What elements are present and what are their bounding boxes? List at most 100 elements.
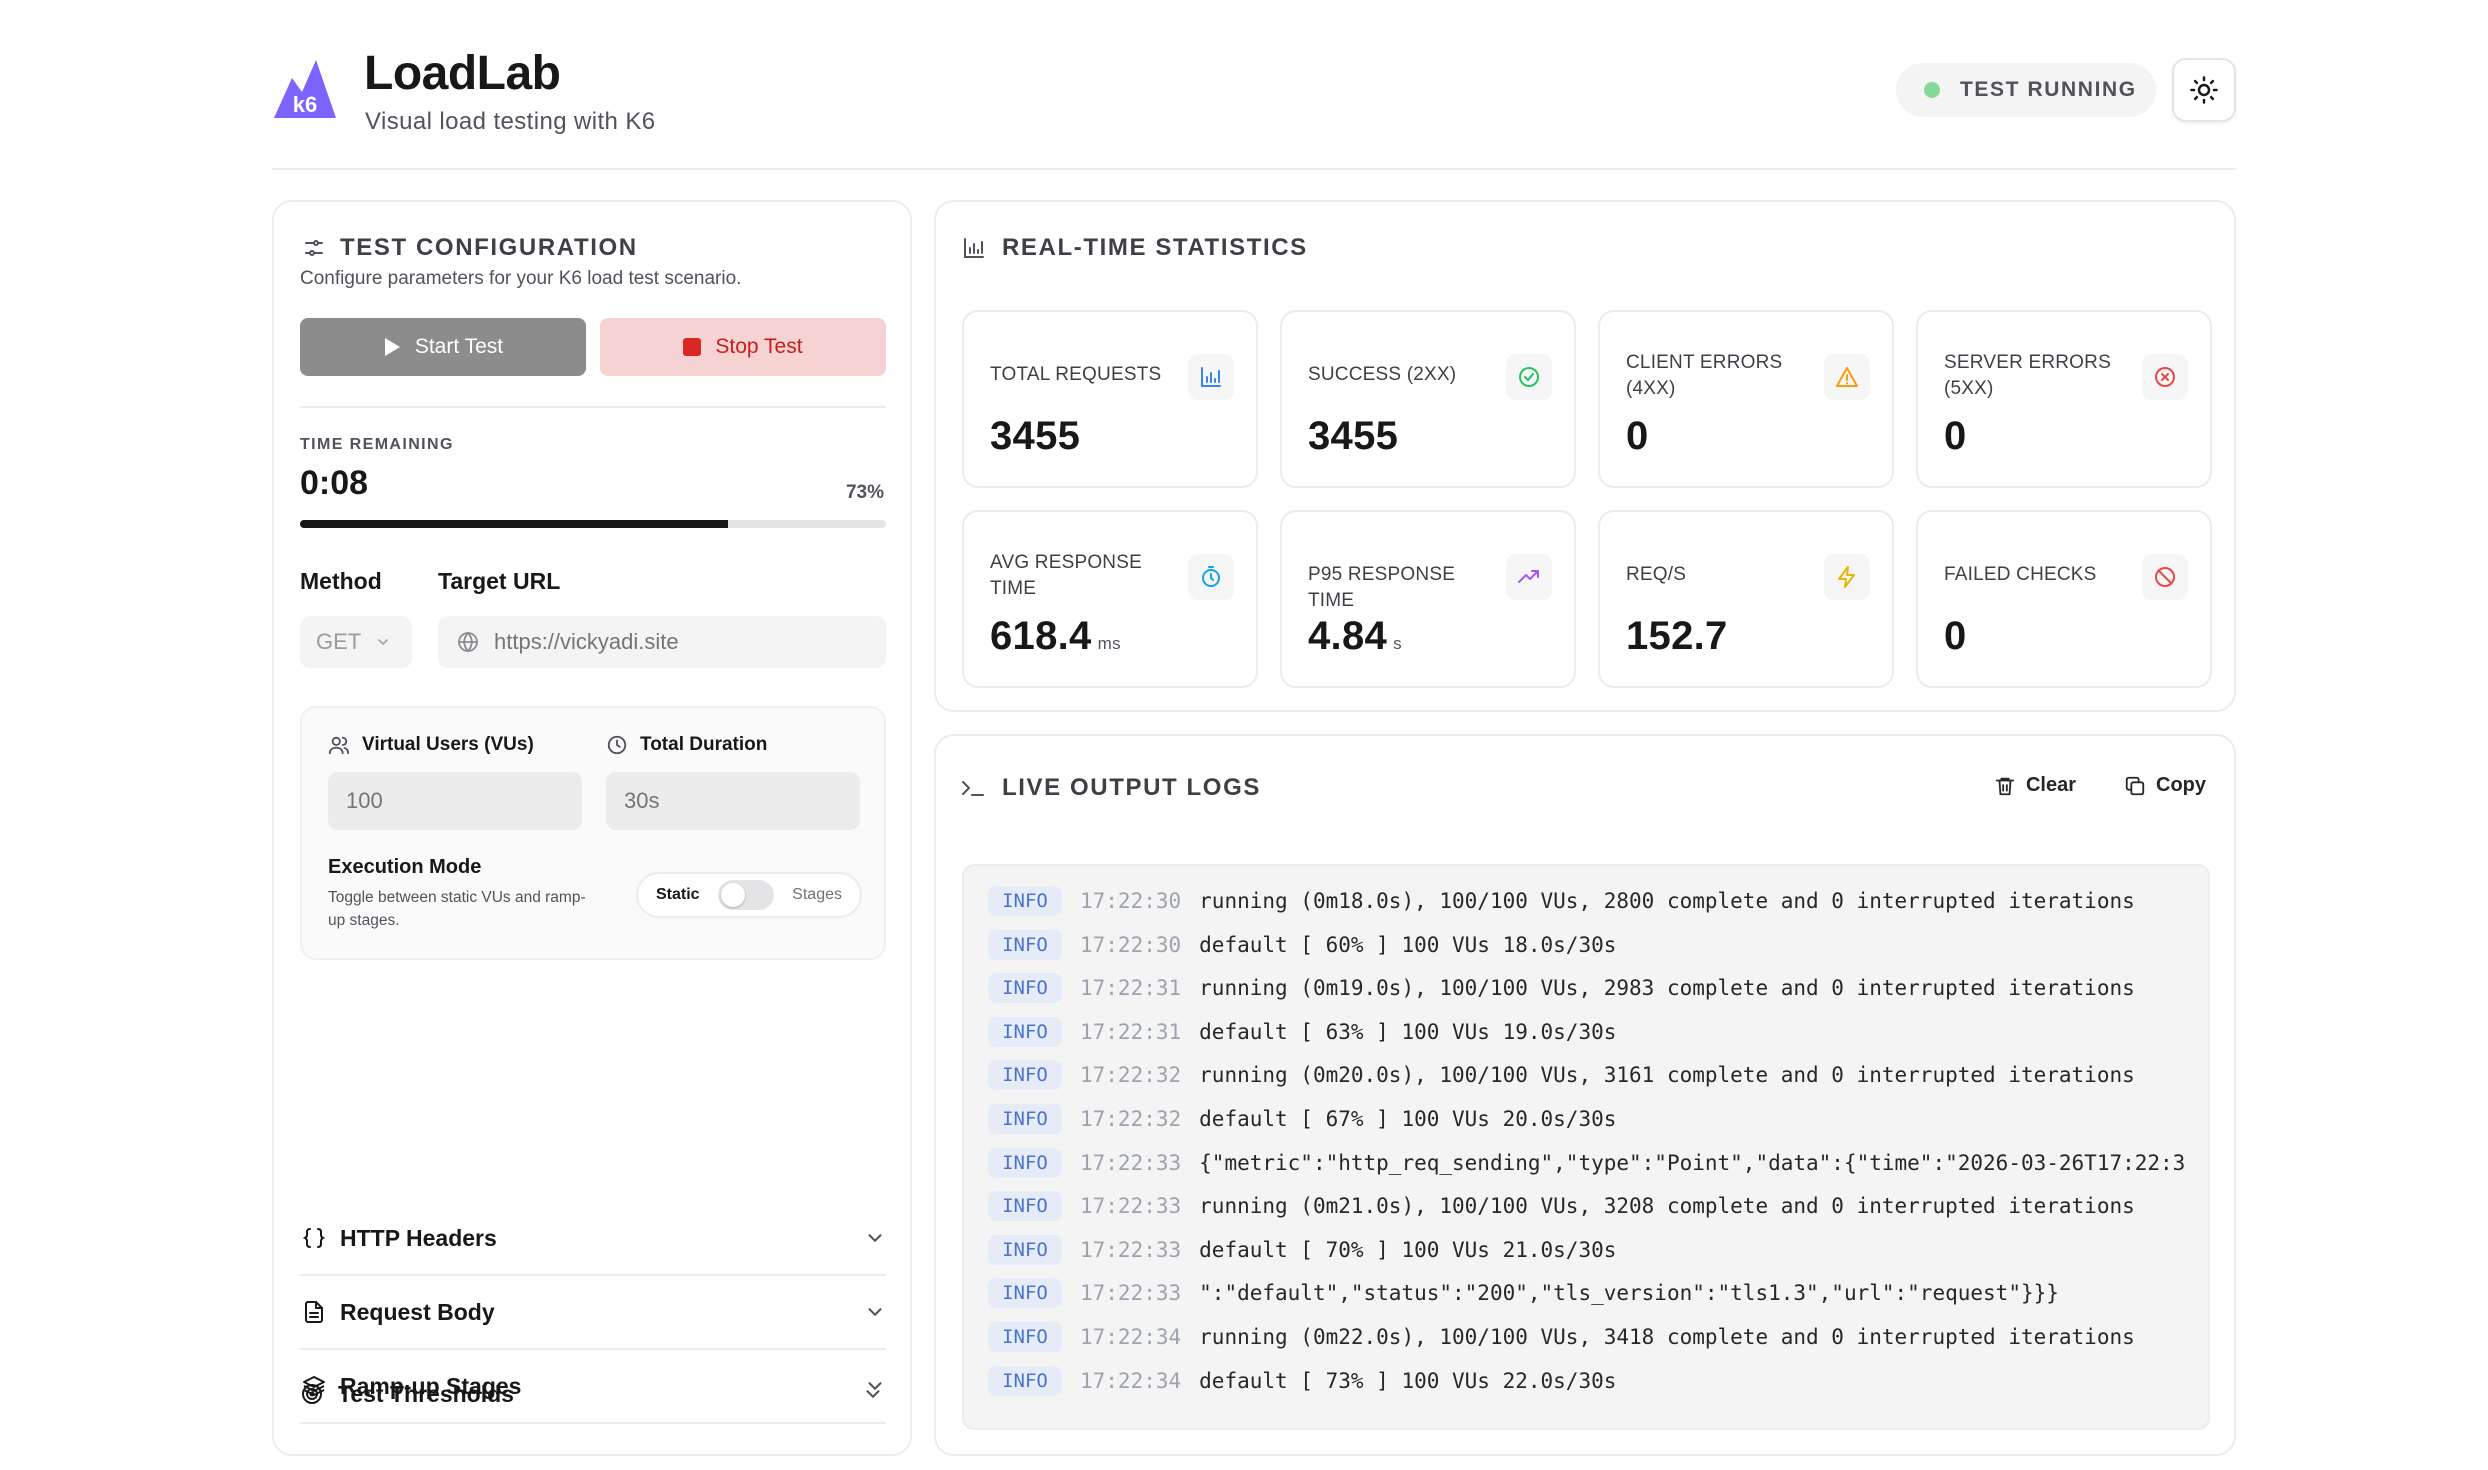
stat-failed-checks: FAILED CHECKS 0 xyxy=(1916,510,2212,688)
chevron-down-icon xyxy=(868,1308,882,1317)
stat-value: 0 xyxy=(1944,614,1967,659)
accordion-label: Ramp-up Stages xyxy=(340,1372,522,1399)
method-value: GET xyxy=(316,629,362,654)
accordion-ramp-up-stages[interactable]: Ramp-up Stages xyxy=(300,1350,886,1422)
stat-number: 3455 xyxy=(990,414,1081,458)
log-level-badge: INFO xyxy=(988,1104,1062,1134)
time-remaining-label: TIME REMAINING xyxy=(300,436,454,453)
live-output-logs-card: LIVE OUTPUT LOGS Clear Copy INFO 17:22:30… xyxy=(934,734,2236,1456)
execution-mode-toggle[interactable]: Static Stages xyxy=(636,872,862,918)
log-message: ":"default","status":"200","tls_version"… xyxy=(1199,1281,2059,1306)
progress-fill xyxy=(300,520,728,528)
accordion-label: Request Body xyxy=(340,1298,495,1325)
log-timestamp: 17:22:32 xyxy=(1080,1107,1182,1131)
log-timestamp: 17:22:34 xyxy=(1080,1368,1182,1393)
terminal-icon xyxy=(962,781,984,796)
clear-label: Clear xyxy=(2025,774,2076,796)
stat-value: 0 xyxy=(1944,414,1967,459)
status-dot-icon xyxy=(1924,82,1940,98)
stat-label: SUCCESS (2XX) xyxy=(1308,364,1457,385)
log-message: default [ 60% ] 100 VUs 18.0s/30s xyxy=(1199,932,1617,957)
theme-toggle-button[interactable] xyxy=(2172,58,2236,122)
stop-test-label: Stop Test xyxy=(715,335,803,358)
target-url-input[interactable] xyxy=(494,629,874,655)
log-level-badge: INFO xyxy=(988,1016,1062,1047)
progress-bar xyxy=(300,520,886,528)
k6-logo: k6 xyxy=(274,60,336,118)
stat-label: FAILED CHECKS xyxy=(1944,564,2097,585)
log-level-badge: INFO xyxy=(988,973,1062,1004)
stat-label: SERVER ERRORS (5XX) xyxy=(1944,352,2111,399)
copy-logs-button[interactable]: Copy xyxy=(2124,774,2206,797)
log-timestamp: 17:22:33 xyxy=(1080,1237,1182,1262)
divider xyxy=(300,1348,886,1350)
log-timestamp: 17:22:33 xyxy=(1080,1194,1182,1219)
accordion-http-headers[interactable]: HTTP Headers xyxy=(300,1202,886,1274)
progress-percent: 73% xyxy=(845,482,884,503)
copy-icon xyxy=(2125,776,2145,795)
globe-icon xyxy=(458,631,478,653)
stats-title: REAL-TIME STATISTICS xyxy=(1002,234,1308,261)
chevron-down-icon xyxy=(378,639,389,646)
x-circle-icon xyxy=(2142,354,2188,400)
mode-switch[interactable] xyxy=(717,880,774,910)
load-options-panel: Virtual Users (VUs) Total Duration Execu… xyxy=(300,706,886,960)
log-timestamp: 17:22:31 xyxy=(1080,1019,1182,1044)
log-timestamp: 17:22:30 xyxy=(1080,932,1182,957)
log-message: running (0m20.0s), 100/100 VUs, 3161 com… xyxy=(1199,1063,2135,1088)
accordion-label: Test Thresholds xyxy=(338,1380,514,1407)
sliders-icon xyxy=(305,240,323,256)
stat-label: CLIENT ERRORS (4XX) xyxy=(1626,352,1783,399)
log-line: INFO 17:22:33 default [ 70% ] 100 VUs 21.0… xyxy=(988,1234,1616,1265)
log-level-badge: INFO xyxy=(988,1322,1062,1352)
log-timestamp: 17:22:34 xyxy=(1080,1325,1182,1349)
log-actions: Clear Copy xyxy=(1994,774,2206,797)
log-level-badge: INFO xyxy=(988,1060,1062,1091)
log-timestamp: 17:22:30 xyxy=(1080,889,1182,913)
clear-logs-button[interactable]: Clear xyxy=(1994,774,2076,797)
duration-field[interactable] xyxy=(606,772,860,830)
divider xyxy=(300,1274,886,1276)
zap-icon xyxy=(1824,554,1870,600)
switch-knob xyxy=(720,883,745,907)
mode-stages-label: Stages xyxy=(792,886,842,903)
accordion-request-body[interactable]: Request Body xyxy=(300,1276,886,1348)
log-level-badge: INFO xyxy=(988,1234,1062,1265)
stat-success: SUCCESS (2XX) 3455 xyxy=(1280,310,1576,488)
chevron-down-icon xyxy=(866,1390,880,1399)
play-icon xyxy=(384,338,400,356)
stat-value: 152.7 xyxy=(1626,614,1728,659)
method-select[interactable]: GET xyxy=(300,616,412,668)
stop-test-button[interactable]: Stop Test xyxy=(600,318,886,376)
log-line: INFO 17:22:33 {"metric":"http_req_sending"… xyxy=(988,1147,2185,1178)
bar-chart-icon xyxy=(1188,354,1234,400)
timer-icon xyxy=(1188,554,1234,600)
stat-number: 0 xyxy=(1944,414,1967,458)
vus-label: Virtual Users (VUs) xyxy=(362,734,534,755)
stat-number: 4.84 xyxy=(1308,614,1388,658)
log-output-panel[interactable]: INFO 17:22:30 running (0m18.0s), 100/100 V… xyxy=(962,864,2210,1430)
chevron-down-icon xyxy=(868,1382,882,1391)
vus-field[interactable] xyxy=(328,772,582,830)
stat-req-per-second: REQ/S 152.7 xyxy=(1598,510,1894,688)
config-description: Configure parameters for your K6 load te… xyxy=(300,268,742,289)
log-timestamp: 17:22:33 xyxy=(1080,1281,1182,1306)
vus-input[interactable] xyxy=(346,788,556,814)
log-line: INFO 17:22:32 running (0m20.0s), 100/100 V… xyxy=(988,1060,2135,1091)
stat-total-requests: TOTAL REQUESTS 3455 xyxy=(962,310,1258,488)
log-message: running (0m18.0s), 100/100 VUs, 2800 com… xyxy=(1199,889,2135,913)
accordion-test-thresholds[interactable]: Test Thresholds xyxy=(298,1358,884,1430)
mode-static-label: Static xyxy=(656,886,700,903)
target-url-field[interactable] xyxy=(438,616,886,668)
trash-icon xyxy=(1995,777,2015,795)
stat-value: 3455 xyxy=(1308,414,1398,459)
copy-label: Copy xyxy=(2156,774,2206,796)
log-timestamp: 17:22:31 xyxy=(1080,976,1182,1001)
stat-unit: s xyxy=(1393,634,1402,653)
start-test-button[interactable]: Start Test xyxy=(300,318,586,376)
log-line: INFO 17:22:30 running (0m18.0s), 100/100 V… xyxy=(988,886,2135,916)
duration-input[interactable] xyxy=(624,788,834,814)
check-circle-icon xyxy=(1506,354,1552,400)
target-icon xyxy=(298,1380,326,1408)
stat-avg-response-time: AVG RESPONSE TIME 618.4 ms xyxy=(962,510,1258,688)
